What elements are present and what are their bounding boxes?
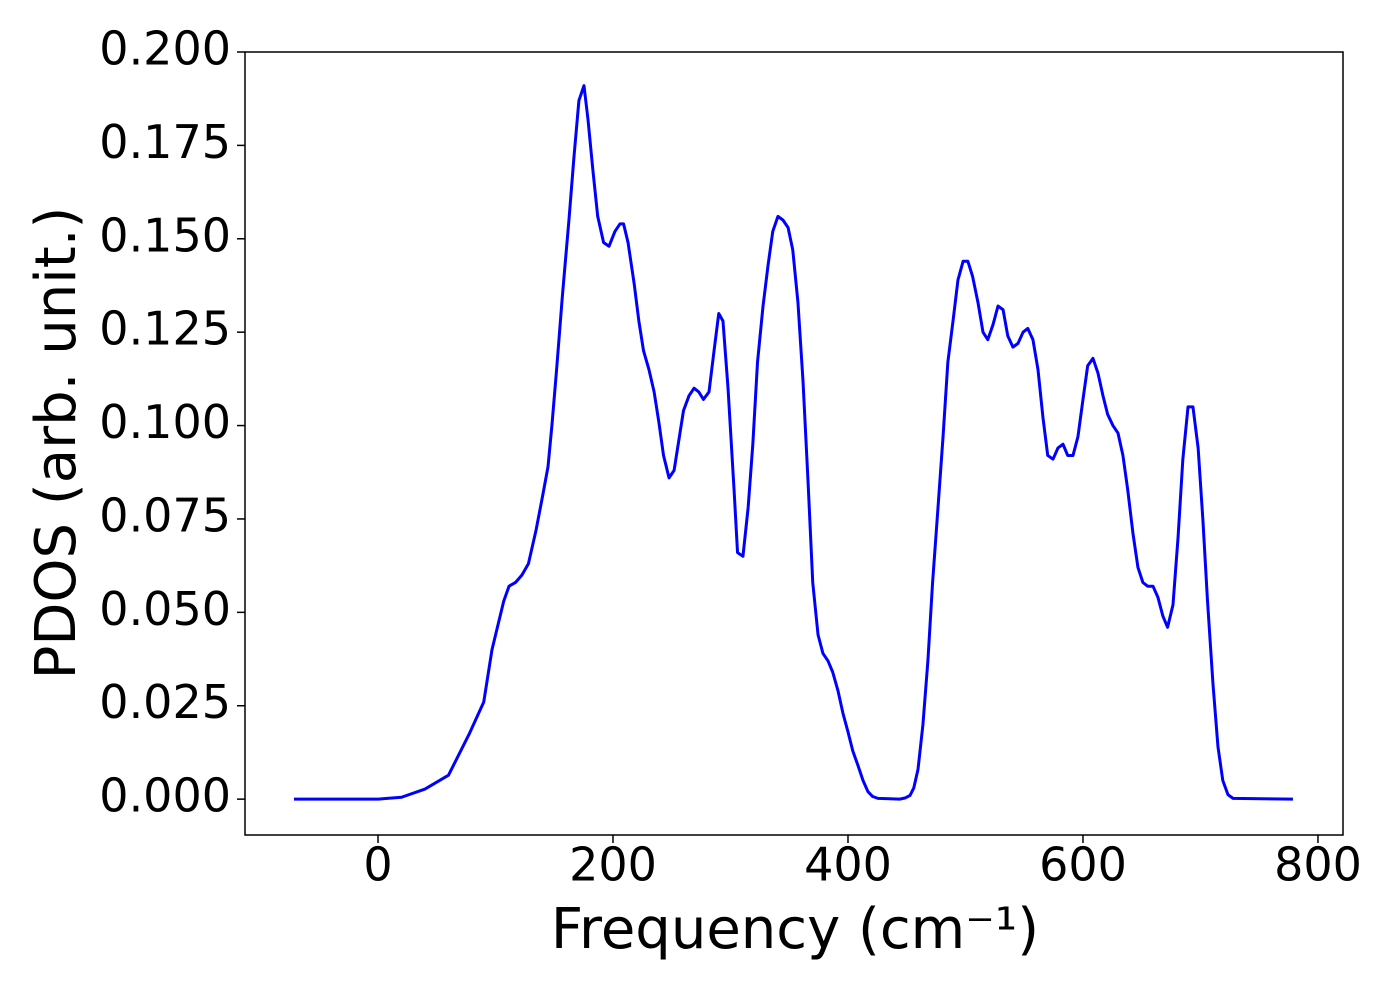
x-tick-label: 0 — [363, 838, 392, 892]
x-axis-label: Frequency (cm⁻¹) — [551, 897, 1039, 962]
y-tick-label: 0.025 — [99, 675, 231, 729]
y-tick-label: 0.075 — [99, 488, 231, 542]
y-tick-label: 0.150 — [99, 208, 231, 262]
y-axis-label: PDOS (arb. unit.) — [24, 207, 89, 680]
x-tick-label: 800 — [1274, 838, 1362, 892]
x-tick-label: 600 — [1039, 838, 1127, 892]
y-tick-label: 0.200 — [99, 22, 231, 76]
x-tick-label: 400 — [804, 838, 892, 892]
x-tick-label: 200 — [569, 838, 657, 892]
y-tick-label: 0.125 — [99, 302, 231, 356]
plot-frame — [244, 51, 1344, 836]
y-tick-label: 0.050 — [99, 582, 231, 636]
y-tick-label: 0.175 — [99, 115, 231, 169]
y-tick-label: 0.000 — [99, 769, 231, 823]
data-line — [294, 84, 1293, 801]
y-tick-label: 0.100 — [99, 395, 231, 449]
